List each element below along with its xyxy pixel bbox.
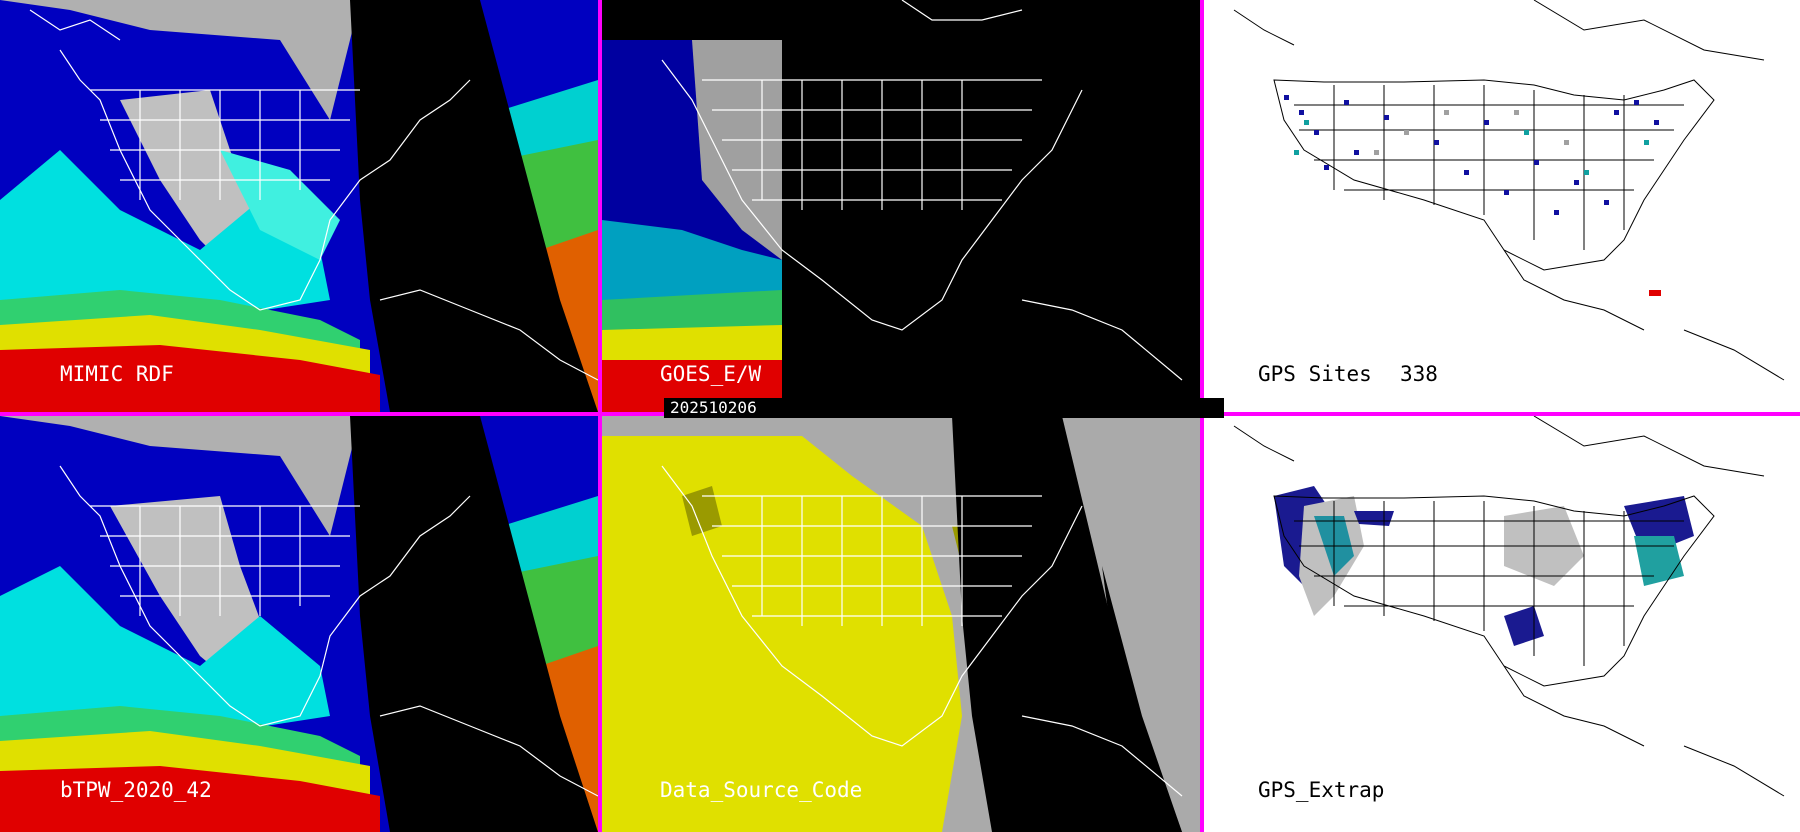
gps-sites-label: GPS Sites — [1258, 362, 1372, 386]
panel-gps-extrap: GPS_Extrap — [1204, 416, 1800, 832]
mimic-rdf-label: MIMIC RDF — [60, 362, 174, 386]
goes-map — [602, 0, 1200, 412]
panel-goes: GOES_E/W — [602, 0, 1200, 412]
gps-sites-count: 338 — [1400, 362, 1438, 386]
timestamp-label: 202510206 — [664, 398, 763, 418]
mimic-rdf-map — [0, 0, 598, 412]
data-source-code-map — [602, 416, 1200, 832]
gps-extrap-map — [1204, 416, 1800, 832]
gps-extrap-label: GPS_Extrap — [1258, 778, 1385, 802]
data-source-code-label: Data_Source_Code — [660, 778, 863, 802]
goes-label: GOES_E/W — [660, 362, 762, 386]
panel-data-source-code: Data_Source_Code — [602, 416, 1200, 832]
panel-btpw: bTPW_2020_42 — [0, 416, 598, 832]
gps-sites-map — [1204, 0, 1800, 412]
btpw-map — [0, 416, 598, 832]
panel-mimic-rdf: MIMIC RDF — [0, 0, 598, 412]
panel-gps-sites: GPS Sites 338 — [1204, 0, 1800, 412]
divider-vertical-left — [598, 0, 602, 832]
btpw-label: bTPW_2020_42 — [60, 778, 212, 802]
timestamp-bar — [664, 398, 1224, 418]
